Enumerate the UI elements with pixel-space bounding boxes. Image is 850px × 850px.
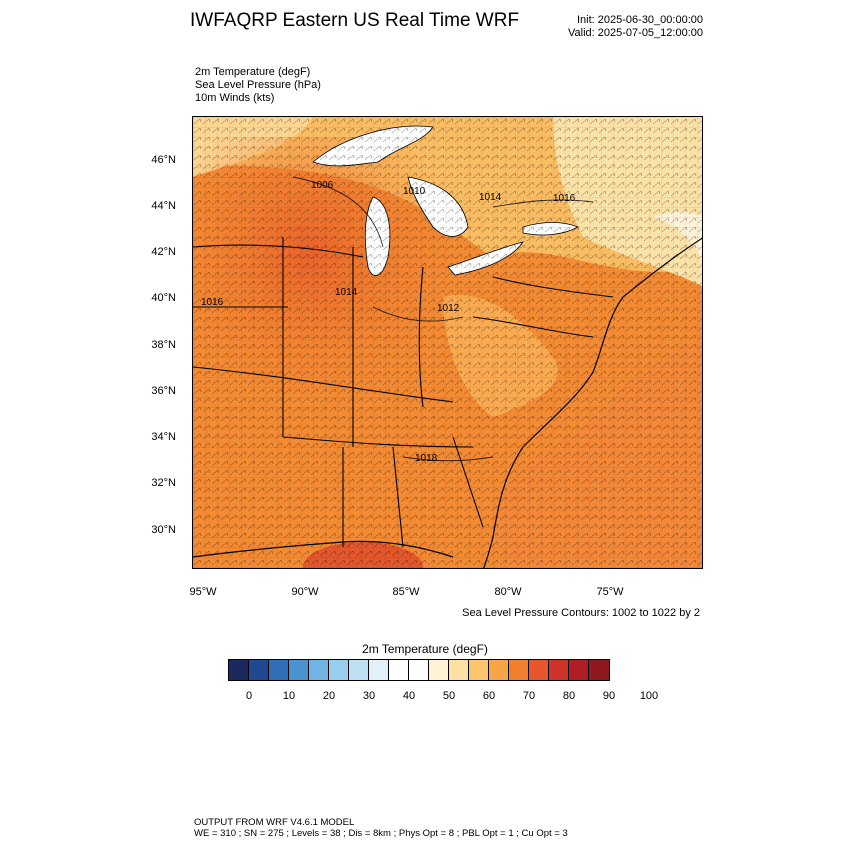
model-footer: OUTPUT FROM WRF V4.6.1 MODEL WE = 310 ; …	[194, 817, 568, 839]
contour-note: Sea Level Pressure Contours: 1002 to 102…	[462, 607, 700, 619]
colorbar-swatch	[489, 660, 509, 680]
colorbar-swatch	[569, 660, 589, 680]
colorbar-tick-label: 50	[442, 690, 456, 702]
gulf-coastline	[193, 540, 454, 558]
colorbar-swatch	[409, 660, 429, 680]
isobar-label: 1006	[311, 180, 334, 191]
colorbar-swatch	[329, 660, 349, 680]
footer-model: OUTPUT FROM WRF V4.6.1 MODEL	[194, 817, 355, 828]
colorbar-tick-label: 30	[362, 690, 376, 702]
colorbar-tick-label: 40	[402, 690, 416, 702]
colorbar-swatch	[229, 660, 249, 680]
lon-label: 75°W	[596, 586, 624, 598]
isobar-label: 1012	[437, 303, 460, 314]
wind-barbs	[193, 117, 702, 568]
colorbar-swatch	[289, 660, 309, 680]
state-boundaries	[193, 237, 614, 548]
lat-label: 32°N	[151, 477, 176, 489]
colorbar-tick-label: 20	[322, 690, 336, 702]
footer-config: WE = 310 ; SN = 275 ; Levels = 38 ; Dis …	[194, 828, 568, 839]
isobar-label: 1010	[403, 186, 426, 197]
colorbar-swatch	[309, 660, 329, 680]
colorbar-tick-label: 70	[522, 690, 536, 702]
map-canvas	[193, 117, 702, 568]
lat-label: 44°N	[151, 200, 176, 212]
lat-label: 40°N	[151, 292, 176, 304]
lon-label: 85°W	[392, 586, 420, 598]
colorbar-swatch	[249, 660, 269, 680]
lat-label: 36°N	[151, 385, 176, 397]
colorbar-tick-label: 90	[602, 690, 616, 702]
lat-label: 38°N	[151, 339, 176, 351]
isobar-label: 1014	[335, 287, 358, 298]
colorbar-swatch	[549, 660, 569, 680]
colorbar-swatch	[429, 660, 449, 680]
colorbar-swatch	[509, 660, 529, 680]
lon-label: 90°W	[291, 586, 319, 598]
init-time: Init: 2025-06-30_00:00:00	[577, 14, 703, 26]
map-title: IWFAQRP Eastern US Real Time WRF	[190, 10, 520, 31]
colorbar-swatch	[449, 660, 469, 680]
colorbar-swatch	[269, 660, 289, 680]
colorbar-tick-label: 60	[482, 690, 496, 702]
colorbar-swatch	[529, 660, 549, 680]
colorbar-swatch	[589, 660, 609, 680]
colorbar-swatch	[369, 660, 389, 680]
colorbar-swatch	[389, 660, 409, 680]
lat-label: 34°N	[151, 431, 176, 443]
colorbar-tick-label: 80	[562, 690, 576, 702]
colorbar-swatch	[469, 660, 489, 680]
lon-label: 80°W	[494, 586, 522, 598]
lat-label: 30°N	[151, 524, 176, 536]
variable-winds: 10m Winds (kts)	[195, 92, 275, 104]
variable-pressure: Sea Level Pressure (hPa)	[195, 79, 321, 91]
isobar-label: 1016	[201, 297, 224, 308]
variable-temperature: 2m Temperature (degF)	[195, 66, 311, 78]
colorbar	[228, 659, 610, 681]
valid-time: Valid: 2025-07-05_12:00:00	[568, 27, 703, 39]
colorbar-tick-label: 100	[639, 690, 659, 702]
isobars	[292, 176, 594, 462]
colorbar-tick-label: 0	[245, 690, 253, 702]
colorbar-swatch	[349, 660, 369, 680]
colorbar-tick-label: 10	[282, 690, 296, 702]
weather-map: 1006 1010 1014 1016 1014 1016 1012 1018	[192, 116, 703, 569]
colorbar-title: 2m Temperature (degF)	[362, 642, 488, 656]
lat-label: 42°N	[151, 246, 176, 258]
variable-list: 2m Temperature (degF) Sea Level Pressure…	[195, 66, 321, 105]
run-times: Init: 2025-06-30_00:00:00 Valid: 2025-07…	[568, 14, 703, 40]
isobar-label: 1014	[479, 192, 502, 203]
lon-label: 95°W	[189, 586, 217, 598]
atlantic-coastline	[483, 237, 702, 568]
lat-label: 46°N	[151, 154, 176, 166]
isobar-label: 1018	[415, 453, 438, 464]
isobar-label: 1016	[553, 193, 576, 204]
